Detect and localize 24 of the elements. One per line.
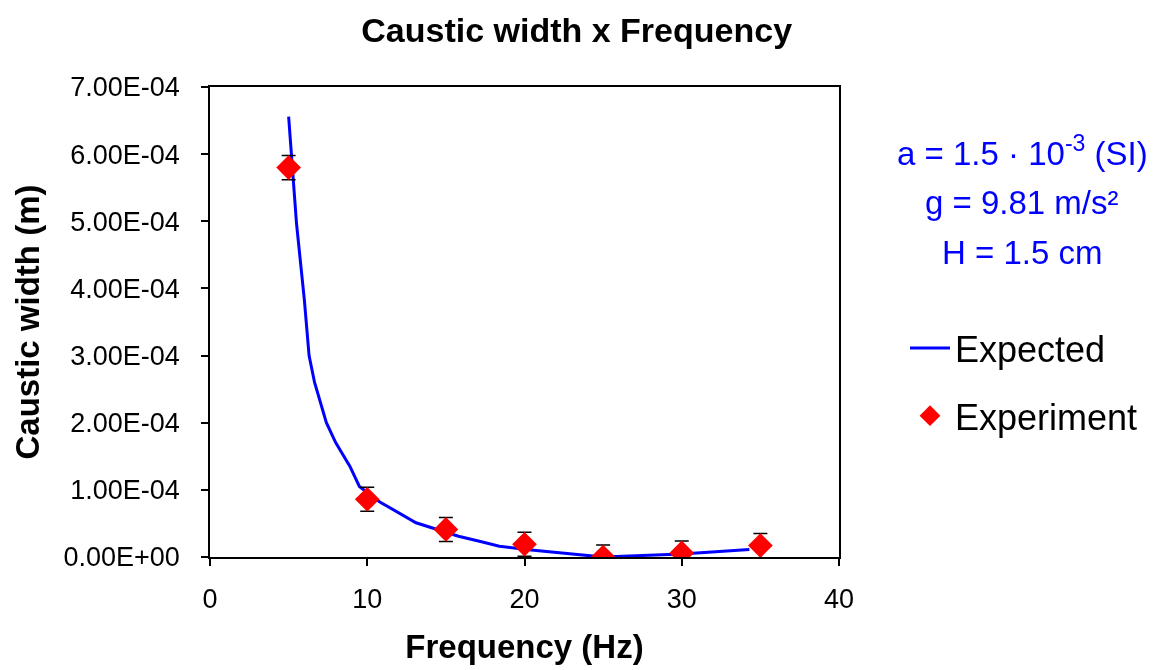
point [354, 486, 380, 512]
point [433, 517, 459, 542]
y-tick-label: 4.00E-04 [70, 273, 180, 304]
text: a = 1.5 · 10$^{-3}$ (SI) [897, 130, 1148, 172]
y-axis-title: Caustic width (m) [8, 184, 46, 460]
y-tick-label: 1.00E-04 [70, 475, 180, 506]
text: g = 9.81 m/s² [925, 184, 1119, 221]
point [748, 533, 773, 557]
chart-title: Caustic width x Frequency [361, 10, 793, 49]
x-tick-label: 30 [666, 584, 697, 615]
legend-label: Expected [955, 328, 1106, 370]
legend-label: Experiment [955, 396, 1138, 438]
y-tick-label: 3.00E-04 [70, 341, 180, 372]
x-axis-title: Frequency (Hz) [405, 628, 644, 666]
y-tick-label: 5.00E-04 [70, 206, 180, 237]
x-tick-label: 0 [202, 584, 218, 615]
y-tick-label: 2.00E-04 [70, 408, 180, 439]
x-tick-label: 10 [352, 584, 383, 615]
y-tick-label: 0.00E+00 [63, 542, 180, 573]
y-tick-label: 6.00E-04 [70, 139, 180, 170]
text: H = 1.5 cm [942, 234, 1103, 271]
x-tick-label: 40 [823, 584, 855, 615]
y-tick-label: 7.00E-04 [70, 72, 180, 103]
x-tick-label: 20 [509, 584, 540, 615]
